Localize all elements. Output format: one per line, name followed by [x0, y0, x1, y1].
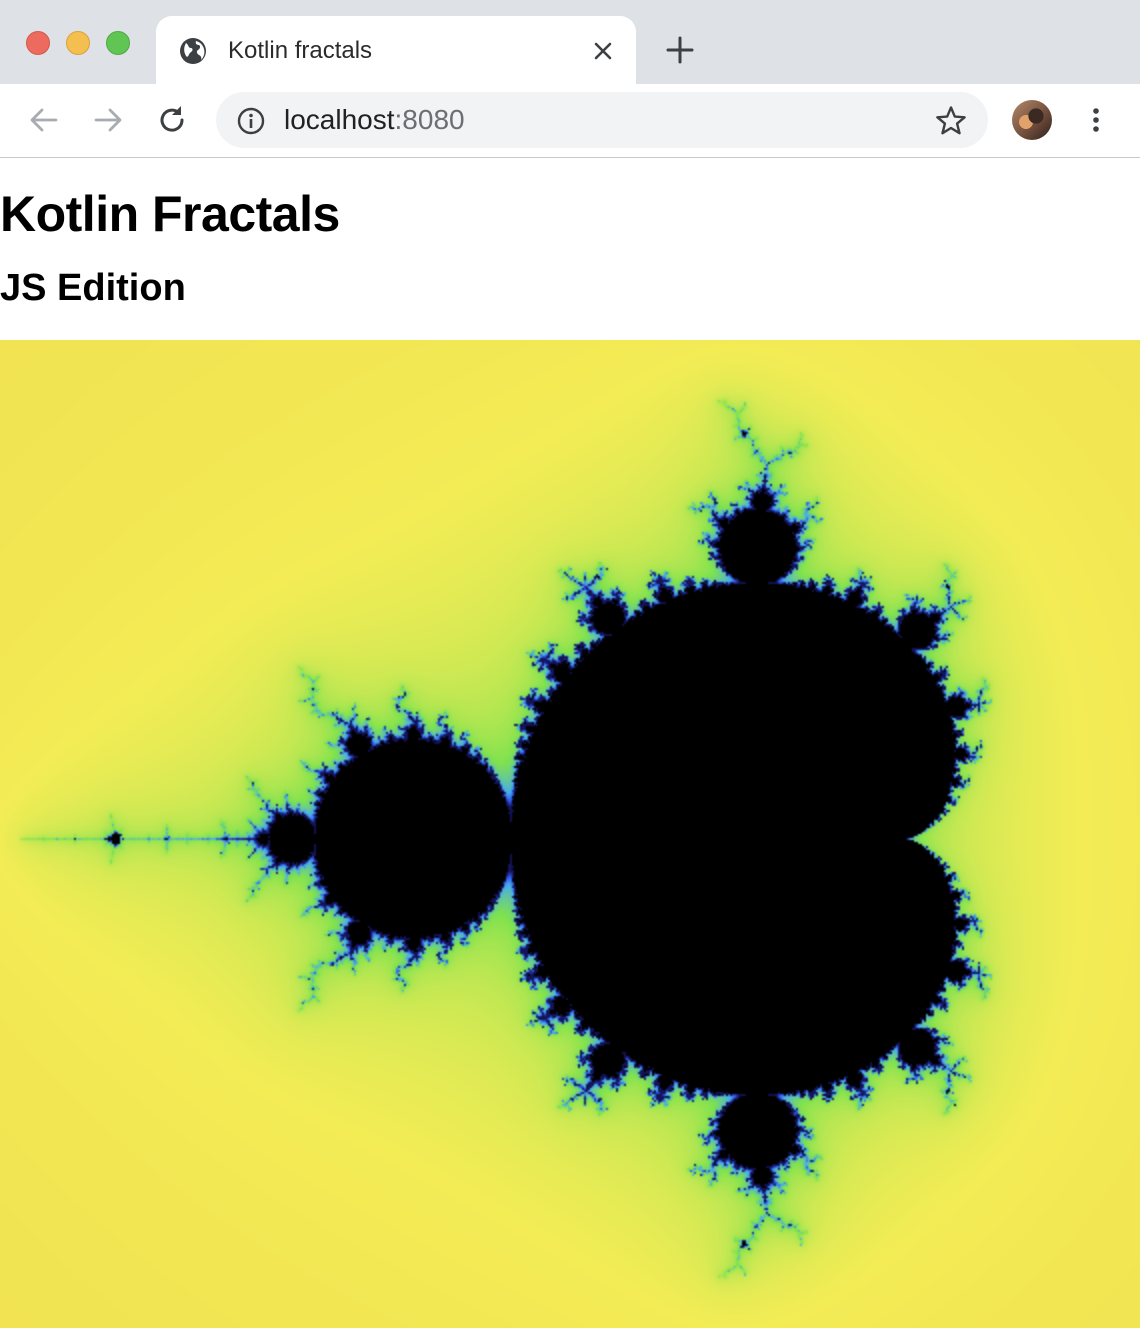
- page-title: Kotlin Fractals: [0, 186, 340, 242]
- page-subtitle: JS Edition: [0, 267, 186, 309]
- forward-arrow-icon[interactable]: [90, 102, 126, 138]
- tab-strip: Kotlin fractals: [0, 0, 1140, 84]
- window-maximize-button[interactable]: [106, 31, 130, 55]
- profile-avatar[interactable]: [1012, 100, 1052, 140]
- info-icon[interactable]: [236, 106, 266, 136]
- globe-icon: [180, 38, 206, 64]
- browser-toolbar: localhost:8080: [0, 84, 1140, 158]
- close-icon[interactable]: [590, 38, 616, 64]
- window-close-button[interactable]: [26, 31, 50, 55]
- url-host: localhost: [284, 104, 395, 135]
- more-menu-icon[interactable]: [1082, 104, 1110, 136]
- bookmark-star-icon[interactable]: [934, 104, 968, 138]
- tab-title: Kotlin fractals: [228, 37, 373, 64]
- url-text[interactable]: localhost:8080: [284, 104, 465, 136]
- mandelbrot-canvas[interactable]: [0, 340, 1140, 1328]
- page-content: Kotlin Fractals JS Edition: [0, 158, 1140, 1328]
- back-arrow-icon[interactable]: [26, 102, 62, 138]
- new-tab-plus-icon[interactable]: [664, 34, 696, 66]
- url-port: :8080: [394, 104, 465, 135]
- window-minimize-button[interactable]: [66, 31, 90, 55]
- address-bar[interactable]: localhost:8080: [216, 92, 988, 148]
- tab-kotlin-fractals[interactable]: Kotlin fractals: [156, 16, 636, 84]
- reload-icon[interactable]: [154, 102, 190, 138]
